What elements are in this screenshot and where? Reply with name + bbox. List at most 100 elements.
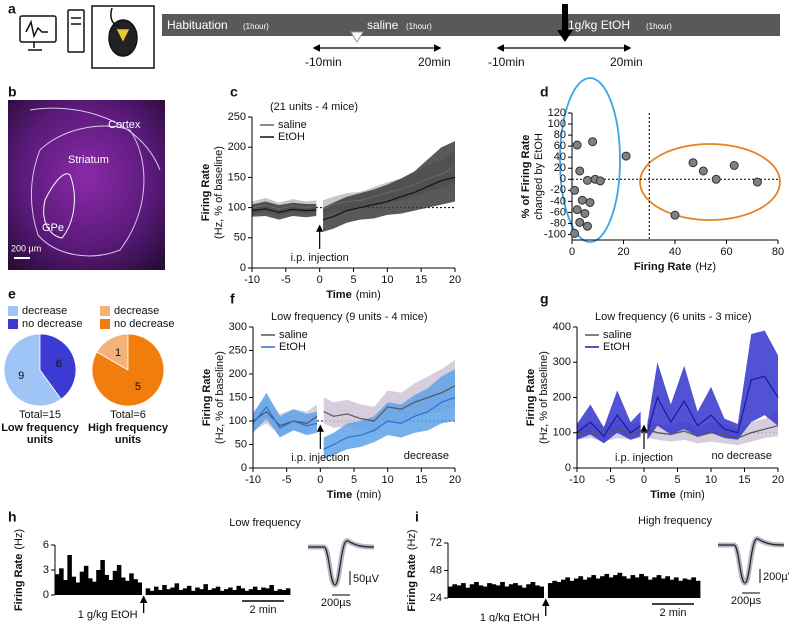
legend-label: EtOH	[279, 341, 306, 353]
rate-bar	[195, 587, 200, 595]
y-axis-label: Firing Rate (Hz)	[406, 529, 418, 611]
legend-label: saline	[278, 119, 307, 131]
point	[582, 175, 592, 185]
rate-bar	[556, 581, 562, 598]
panel-letter: i	[415, 509, 419, 525]
rate-bar	[552, 580, 558, 598]
rate-bar	[517, 585, 523, 598]
rate-bar	[547, 583, 553, 598]
rate-bar	[67, 555, 72, 595]
pie-slice	[39, 333, 77, 400]
rate-bar	[92, 581, 97, 595]
x-tick-label: 5	[674, 474, 680, 486]
y-axis-label: Firing Rate	[525, 369, 537, 426]
y-tick-label: 48	[430, 564, 442, 576]
region-label: GPe	[42, 222, 64, 234]
point	[570, 228, 580, 238]
rate-bar	[495, 585, 501, 598]
rate-bar	[79, 571, 85, 595]
rate-bar	[461, 583, 466, 598]
rate-bar	[261, 587, 266, 595]
y-tick-label: -80	[550, 217, 566, 229]
rate-bar	[207, 590, 213, 595]
y-tick-label: 400	[553, 321, 571, 333]
rate-bar	[534, 585, 540, 598]
x-tick-label: 20	[617, 246, 629, 258]
window-label: 20min	[418, 55, 451, 69]
rate-bar	[252, 586, 258, 595]
y-axis-label: (Hz, % of baseline)	[538, 351, 550, 444]
rate-bar	[682, 578, 688, 598]
rate-bar	[87, 578, 93, 595]
rate-bar	[191, 590, 196, 595]
phase-duration: (1hour)	[406, 22, 432, 31]
rate-bar	[482, 586, 488, 598]
region-label: Cortex	[108, 119, 141, 131]
rate-bar	[232, 590, 237, 595]
rate-bar	[145, 588, 151, 595]
y-tick-label: 60	[554, 140, 566, 152]
point	[572, 140, 582, 150]
time-scale-label: 2 min	[660, 607, 687, 619]
point	[580, 208, 590, 218]
rate-bar	[500, 581, 505, 598]
x-tick-label: 40	[669, 246, 681, 258]
x-tick-label: 15	[415, 274, 427, 286]
chart-title: Low frequency (6 units - 3 mice)	[595, 311, 752, 323]
rate-bar	[695, 580, 701, 598]
error-band	[323, 141, 455, 232]
y-tick-label: 100	[229, 415, 247, 427]
rate-bar	[178, 590, 184, 595]
rate-bar	[452, 584, 458, 598]
series-line	[251, 166, 456, 210]
rate-bar	[578, 576, 584, 598]
x-axis-label-main: Time	[650, 489, 675, 501]
legend-swatch	[100, 306, 110, 316]
y-tick-label: 0	[560, 173, 566, 185]
rate-bar	[59, 568, 64, 595]
rate-bar	[560, 579, 566, 598]
waveform-scale	[332, 571, 351, 596]
pie-slice	[3, 333, 62, 407]
annotation: i.p. injection	[291, 452, 349, 464]
annotation: i.p. injection	[291, 252, 349, 264]
point	[572, 205, 582, 215]
rate-bar	[569, 580, 575, 598]
rate-bar	[526, 584, 531, 598]
point	[570, 185, 580, 195]
x-axis-label: Time (min)	[327, 489, 382, 501]
legend-label: decrease	[114, 305, 159, 317]
legend-label: no decrease	[114, 318, 175, 330]
rate-bar	[71, 576, 77, 595]
y-axis-label: % of Firing Rate	[520, 135, 532, 219]
rate-bar	[478, 585, 484, 598]
x-tick-label: 20	[449, 474, 461, 486]
rate-bar	[691, 577, 697, 598]
rate-bar	[604, 573, 610, 598]
legend-swatch	[8, 319, 18, 329]
y-axis-label-main: Firing Rate	[406, 554, 418, 611]
pie-label: units	[27, 434, 53, 446]
rate-bar	[530, 581, 536, 598]
rate-bar	[639, 573, 644, 598]
rate-bar	[149, 590, 155, 595]
pie-label: units	[115, 434, 141, 446]
slice-label: 1	[115, 347, 121, 359]
rate-bar	[539, 586, 544, 598]
panel-letter: g	[540, 291, 549, 307]
x-axis-label: Firing Rate (Hz)	[634, 261, 716, 273]
rate-bar	[248, 589, 254, 595]
rate-bar	[104, 575, 109, 595]
y-axis-label-main: Firing Rate	[13, 554, 25, 611]
rate-bar	[613, 575, 618, 598]
saline-marker	[350, 31, 364, 43]
rate-bar	[277, 589, 283, 595]
rate-bar	[491, 584, 497, 598]
x-axis-label-unit: (min)	[356, 489, 381, 501]
y-tick-label: 0	[241, 462, 247, 474]
rate-bar	[456, 585, 462, 598]
waveform-scale	[742, 569, 761, 594]
x-tick-label: 80	[772, 246, 784, 258]
y-tick-label: 100	[548, 118, 566, 130]
